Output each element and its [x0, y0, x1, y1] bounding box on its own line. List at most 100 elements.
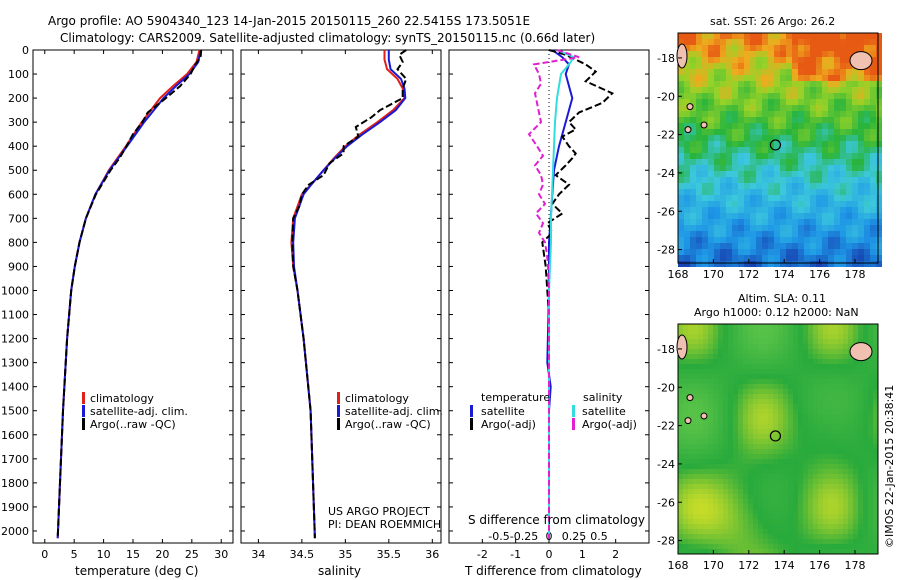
map-cell	[714, 213, 720, 219]
map-cell	[726, 135, 732, 141]
map-cell	[828, 183, 834, 189]
x-tick-label-s: -0.25	[510, 530, 538, 543]
map-cell	[696, 225, 702, 231]
map-cell	[792, 225, 798, 231]
map-cell	[798, 87, 804, 93]
map-cell	[713, 479, 718, 484]
map-cell	[853, 549, 858, 554]
map-cell	[858, 484, 863, 489]
map-cell	[870, 183, 876, 189]
map-cell	[813, 519, 818, 524]
map-cell	[726, 243, 732, 249]
map-cell	[868, 529, 873, 534]
map-cell	[718, 399, 723, 404]
map-cell	[733, 524, 738, 529]
map-cell	[793, 354, 798, 359]
map-cell	[750, 261, 756, 267]
map-cell	[822, 87, 828, 93]
map-cell	[708, 519, 713, 524]
map-cell	[720, 123, 726, 129]
map-cell	[873, 434, 878, 439]
map-cell	[798, 374, 803, 379]
map-cell	[868, 409, 873, 414]
map-cell	[714, 69, 720, 75]
map-cell	[863, 474, 868, 479]
map-cell	[756, 57, 762, 63]
map-cell	[723, 349, 728, 354]
map-cell	[690, 171, 696, 177]
map-cell	[808, 479, 813, 484]
map-cell	[858, 129, 864, 135]
map-cell	[864, 39, 870, 45]
map-cell	[678, 429, 683, 434]
map-cell	[873, 539, 878, 544]
map-cell	[783, 429, 788, 434]
map-cell	[773, 409, 778, 414]
map-cell	[758, 549, 763, 554]
map-x-tick-label: 176	[809, 559, 830, 572]
map-cell	[720, 99, 726, 105]
map-cell	[713, 544, 718, 549]
map-cell	[834, 33, 840, 39]
map-cell	[688, 489, 693, 494]
map-cell	[810, 57, 816, 63]
map-cell	[828, 329, 833, 334]
map-cell	[690, 135, 696, 141]
legend-label-argo: Argo(..raw -QC)	[90, 418, 176, 431]
map-cell	[828, 384, 833, 389]
map-cell	[698, 384, 703, 389]
map-cell	[843, 404, 848, 409]
map-cell	[833, 354, 838, 359]
map-cell	[774, 99, 780, 105]
map-cell	[813, 534, 818, 539]
map-cell	[818, 509, 823, 514]
map-cell	[822, 225, 828, 231]
map-cell	[758, 474, 763, 479]
map-cell	[828, 469, 833, 474]
map-cell	[678, 207, 684, 213]
map-cell	[718, 349, 723, 354]
map-cell	[810, 207, 816, 213]
map-cell	[773, 394, 778, 399]
map-cell	[828, 514, 833, 519]
map-cell	[778, 359, 783, 364]
map-cell	[698, 439, 703, 444]
map-cell	[798, 237, 804, 243]
map-cell	[738, 539, 743, 544]
map-cell	[718, 459, 723, 464]
map-cell	[818, 364, 823, 369]
map-cell	[703, 494, 708, 499]
map-cell	[732, 147, 738, 153]
map-cell	[808, 509, 813, 514]
map-cell	[720, 195, 726, 201]
map-cell	[683, 504, 688, 509]
map-cell	[818, 464, 823, 469]
map-cell	[818, 519, 823, 524]
map-cell	[726, 93, 732, 99]
map-cell	[698, 374, 703, 379]
map-cell	[720, 75, 726, 81]
map-cell	[683, 449, 688, 454]
map-cell	[813, 514, 818, 519]
map-cell	[833, 499, 838, 504]
map-cell	[778, 469, 783, 474]
map-cell	[818, 399, 823, 404]
map-cell	[768, 213, 774, 219]
map-cell	[816, 111, 822, 117]
map-cell	[798, 57, 804, 63]
map-cell	[696, 69, 702, 75]
map-cell	[786, 177, 792, 183]
map-cell	[786, 147, 792, 153]
map-cell	[858, 207, 864, 213]
map-cell	[818, 339, 823, 344]
map-cell	[833, 424, 838, 429]
map-cell	[708, 213, 714, 219]
map-cell	[753, 499, 758, 504]
map-cell	[798, 464, 803, 469]
map-cell	[703, 344, 708, 349]
map-cell	[873, 389, 878, 394]
map-cell	[726, 171, 732, 177]
map-cell	[693, 399, 698, 404]
map-cell	[780, 213, 786, 219]
map-cell	[688, 434, 693, 439]
